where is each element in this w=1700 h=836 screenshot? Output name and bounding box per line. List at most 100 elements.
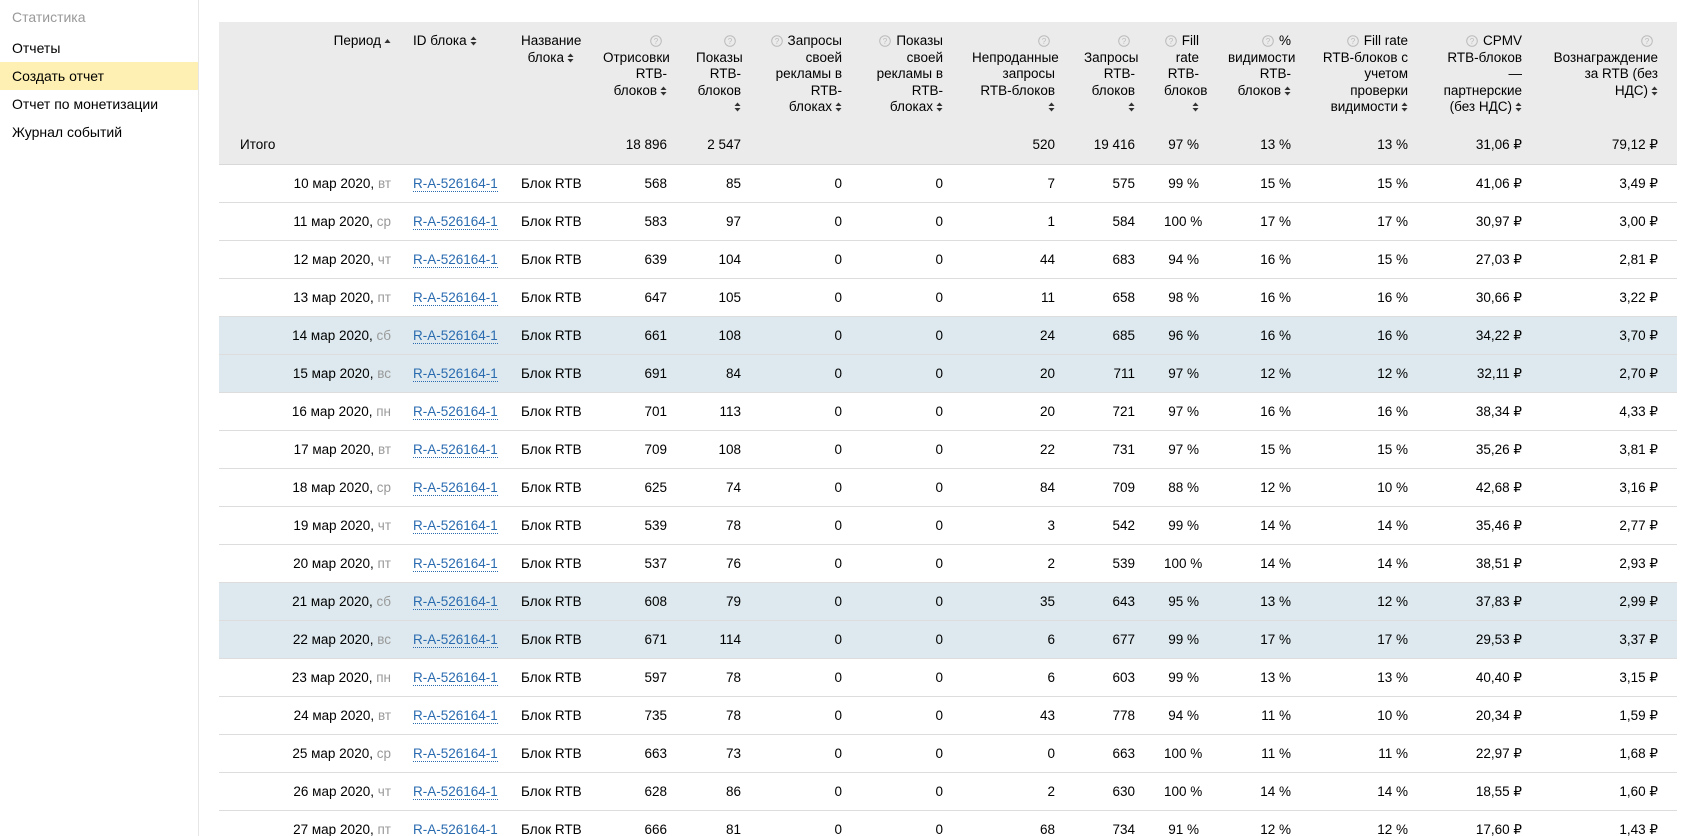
column-header[interactable]: ID блока	[403, 22, 511, 126]
block-id-link[interactable]: R-A-526164-1	[413, 670, 498, 686]
cell: 15 %	[1310, 430, 1427, 469]
block-id-link[interactable]: R-A-526164-1	[413, 480, 498, 496]
cell: 78	[686, 696, 760, 735]
date: 12 мар 2020,	[293, 252, 375, 267]
cell: 597	[593, 658, 686, 697]
cell: 100 %	[1154, 772, 1218, 811]
cell: 0	[760, 164, 861, 203]
help-icon[interactable]: ?	[1164, 35, 1177, 47]
block-id-link[interactable]: R-A-526164-1	[413, 252, 498, 268]
column-header[interactable]: ? Отрисовки RTB-блоков	[593, 22, 686, 126]
cell: 17 %	[1218, 620, 1310, 659]
help-icon[interactable]: ?	[879, 35, 892, 47]
help-icon[interactable]: ?	[1346, 35, 1359, 47]
sort-icon[interactable]	[1515, 102, 1522, 112]
sort-icon[interactable]	[567, 53, 574, 63]
block-id-link[interactable]: R-A-526164-1	[413, 594, 498, 610]
block-id-link[interactable]: R-A-526164-1	[413, 404, 498, 420]
svg-text:?: ?	[1470, 37, 1475, 46]
sort-icon[interactable]	[1651, 86, 1658, 96]
sort-icon[interactable]	[1284, 86, 1291, 96]
column-header[interactable]: ? Вознаграждение за RTB (без НДС)	[1541, 22, 1677, 126]
help-icon[interactable]: ?	[1641, 35, 1653, 47]
block-id-link[interactable]: R-A-526164-1	[413, 366, 498, 382]
column-header[interactable]: ? Показы RTB-блоков	[686, 22, 760, 126]
block-id-link[interactable]: R-A-526164-1	[413, 518, 498, 534]
column-header[interactable]: ? CPMV RTB-блоков — партнерские (без НДС)	[1427, 22, 1541, 126]
help-icon[interactable]: ?	[1262, 35, 1274, 47]
cell: 671	[593, 620, 686, 659]
id-cell: R-A-526164-1	[403, 278, 511, 317]
sort-icon[interactable]	[1048, 102, 1055, 112]
sort-icon[interactable]	[470, 36, 477, 46]
help-icon[interactable]: ?	[724, 35, 736, 47]
block-id-link[interactable]: R-A-526164-1	[413, 176, 498, 192]
sort-icon[interactable]	[660, 86, 667, 96]
block-id-link[interactable]: R-A-526164-1	[413, 632, 498, 648]
cell: 100 %	[1154, 202, 1218, 241]
cell: 34,22 ₽	[1427, 316, 1541, 355]
sort-icon[interactable]	[835, 102, 842, 112]
column-header[interactable]: Период	[219, 22, 403, 126]
block-id-link[interactable]: R-A-526164-1	[413, 708, 498, 724]
date-cell: 10 мар 2020, вт	[219, 164, 403, 203]
sidebar-item[interactable]: Создать отчет	[0, 62, 198, 90]
cell: 16 %	[1310, 316, 1427, 355]
help-icon[interactable]: ?	[1038, 35, 1050, 47]
date-cell: 27 мар 2020, пт	[219, 810, 403, 836]
column-header[interactable]: Название блока	[511, 22, 593, 126]
block-id-link[interactable]: R-A-526164-1	[413, 328, 498, 344]
date: 10 мар 2020,	[293, 176, 375, 191]
help-icon[interactable]: ?	[1118, 35, 1130, 47]
column-header[interactable]: ?% видимости RTB-блоков	[1218, 22, 1310, 126]
data-row: 26 мар 2020, чт R-A-526164-1 Блок RTB 628 86…	[219, 772, 1677, 811]
cell: 13 %	[1310, 658, 1427, 697]
sidebar-item[interactable]: Отчеты	[12, 40, 61, 56]
cell: 6	[962, 620, 1074, 659]
cell	[511, 125, 593, 165]
cell: 12 %	[1218, 468, 1310, 507]
name-cell: Блок RTB	[511, 468, 593, 507]
cell: 575	[1074, 164, 1154, 203]
sort-icon[interactable]	[1401, 102, 1408, 112]
sort-icon[interactable]	[1128, 102, 1135, 112]
column-header[interactable]: ? Fill rate RTB-блоков с учетом проверки …	[1310, 22, 1427, 126]
block-id-link[interactable]: R-A-526164-1	[413, 746, 498, 762]
block-id-link[interactable]: R-A-526164-1	[413, 822, 498, 836]
sidebar-item[interactable]: Отчет по монетизации	[12, 96, 159, 112]
cell: 37,83 ₽	[1427, 582, 1541, 621]
sort-icon[interactable]	[734, 102, 741, 112]
block-id-link[interactable]: R-A-526164-1	[413, 784, 498, 800]
sort-icon[interactable]	[936, 102, 943, 112]
column-header[interactable]: ? Fill rate RTB-блоков	[1154, 22, 1218, 126]
column-header[interactable]: ? Запросы RTB-блоков	[1074, 22, 1154, 126]
date: 21 мар 2020,	[292, 594, 373, 609]
name-cell: Блок RTB	[511, 658, 593, 697]
column-header[interactable]: ? Запросы своей рекламы в RTB-блоках	[760, 22, 861, 126]
sidebar: Статистика Отчеты Создать отчет Отчет по м…	[0, 0, 199, 836]
date: 23 мар 2020,	[291, 670, 373, 685]
date-cell: 25 мар 2020, ср	[219, 734, 403, 773]
cell: 2,70 ₽	[1541, 354, 1677, 393]
name-cell: Блок RTB	[511, 392, 593, 431]
block-id-link[interactable]: R-A-526164-1	[413, 290, 498, 306]
column-header[interactable]: ? Показы своей рекламы в RTB-блоках	[861, 22, 962, 126]
sort-icon[interactable]	[1192, 102, 1199, 112]
help-icon[interactable]: ?	[1466, 35, 1478, 47]
block-id-link[interactable]: R-A-526164-1	[413, 214, 498, 230]
cell: 15 %	[1218, 164, 1310, 203]
cell: 11 %	[1218, 696, 1310, 735]
sidebar-item[interactable]: Журнал событий	[12, 124, 123, 140]
cell: 2,99 ₽	[1541, 582, 1677, 621]
help-icon[interactable]: ?	[770, 35, 783, 47]
data-row: 10 мар 2020, вт R-A-526164-1 Блок RTB 568 85…	[219, 164, 1677, 203]
column-header[interactable]: ? Непроданные запросы RTB-блоков	[962, 22, 1074, 126]
sort-icon[interactable]	[384, 36, 391, 46]
svg-text:?: ?	[1042, 37, 1047, 46]
cell: 79	[686, 582, 760, 621]
cell: 568	[593, 164, 686, 203]
block-id-link[interactable]: R-A-526164-1	[413, 556, 498, 572]
weekday: чт	[377, 252, 391, 267]
block-id-link[interactable]: R-A-526164-1	[413, 442, 498, 458]
help-icon[interactable]: ?	[650, 35, 662, 47]
